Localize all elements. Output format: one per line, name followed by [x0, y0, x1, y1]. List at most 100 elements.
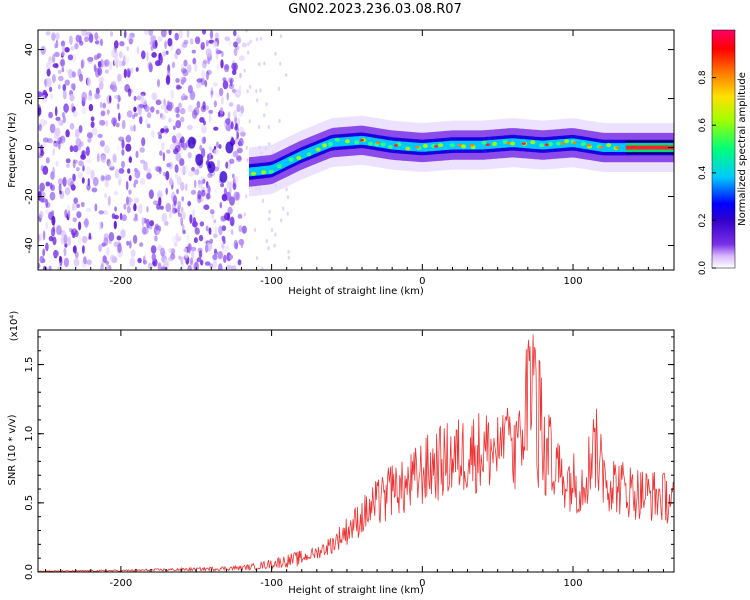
noise-speckle: [74, 128, 80, 139]
noise-speckle: [61, 112, 65, 118]
trace-blob: [251, 171, 256, 176]
noise-speckle: [94, 40, 100, 45]
noise-speckle: [204, 80, 208, 87]
chart-title: GN02.2023.236.03.08.R07: [288, 2, 462, 17]
noise-speckle: [150, 35, 157, 43]
noise-speckle: [165, 170, 170, 181]
noise-speckle: [154, 39, 158, 48]
noise-speckle: [231, 173, 235, 179]
noise-speckle: [233, 239, 238, 250]
noise-speckle: [237, 213, 243, 219]
noise-speckle: [150, 45, 154, 51]
noise-speckle: [118, 112, 121, 122]
noise-speckle: [268, 217, 271, 222]
noise-speckle: [201, 41, 205, 48]
noise-speckle: [213, 82, 218, 87]
noise-speckle: [98, 210, 104, 215]
noise-speckle: [152, 92, 158, 101]
noise-speckle: [212, 259, 218, 269]
noise-speckle: [236, 104, 241, 113]
noise-speckle: [105, 174, 112, 181]
noise-speckle: [75, 34, 81, 43]
noise-speckle: [135, 150, 139, 159]
noise-speckle: [118, 60, 122, 68]
noise-speckle: [155, 60, 161, 67]
noise-speckle: [208, 185, 211, 195]
noise-speckle: [42, 142, 46, 149]
noise-speckle: [90, 121, 95, 128]
noise-speckle: [69, 35, 73, 45]
noise-speckle: [263, 113, 266, 118]
noise-speckle: [107, 195, 111, 206]
noise-speckle: [171, 61, 176, 69]
noise-speckle: [57, 137, 63, 144]
noise-speckle: [201, 179, 205, 185]
noise-speckle: [135, 67, 139, 72]
trace-peak-blob: [415, 145, 420, 149]
trace-peak-blob: [506, 141, 511, 145]
noise-speckle: [125, 180, 129, 191]
noise-speckle: [240, 131, 246, 137]
noise-speckle: [200, 105, 207, 113]
noise-speckle: [234, 242, 239, 250]
noise-speckle: [176, 132, 182, 139]
noise-speckle: [174, 32, 179, 41]
noise-speckle: [177, 176, 182, 186]
noise-speckle: [247, 42, 250, 47]
noise-speckle: [58, 140, 61, 150]
noise-speckle: [263, 61, 266, 66]
noise-speckle: [215, 48, 220, 55]
noise-speckle: [198, 234, 204, 242]
noise-speckle: [193, 107, 200, 116]
bottom-x-tick-label: -200: [110, 578, 133, 589]
noise-speckle: [258, 62, 261, 67]
noise-speckle: [201, 189, 206, 197]
noise-speckle: [245, 30, 248, 33]
noise-speckle: [157, 244, 163, 252]
noise-speckle: [133, 124, 136, 132]
noise-speckle: [109, 31, 114, 37]
noise-speckle: [182, 229, 186, 235]
noise-speckle: [233, 191, 240, 201]
trace-blob: [606, 143, 612, 148]
noise-speckle: [133, 112, 138, 117]
noise-speckle: [206, 192, 211, 200]
noise-speckle: [208, 39, 215, 44]
noise-speckle: [199, 221, 205, 227]
colorbar-label: Normalized spectral amplitude: [737, 72, 748, 226]
noise-speckle: [175, 232, 180, 243]
noise-speckle: [187, 200, 192, 207]
noise-speckle: [200, 124, 207, 134]
noise-speckle: [69, 123, 75, 130]
noise-speckle: [138, 203, 143, 214]
colorbar-tick-label: 0.8: [698, 70, 708, 85]
noise-speckle: [109, 254, 115, 263]
noise-speckle: [214, 226, 218, 235]
noise-speckle: [169, 143, 176, 150]
noise-speckle: [196, 81, 202, 90]
noise-speckle: [83, 220, 89, 226]
noise-speckle: [102, 59, 108, 69]
noise-speckle: [200, 186, 206, 197]
noise-speckle: [45, 222, 48, 230]
noise-speckle: [213, 149, 220, 155]
noise-speckle: [233, 48, 238, 56]
noise-speckle: [287, 255, 290, 260]
noise-speckle: [231, 62, 237, 70]
trace-blob: [530, 140, 536, 145]
noise-speckle: [57, 69, 62, 74]
noise-speckle: [210, 155, 214, 159]
noise-speckle: [72, 159, 76, 169]
noise-speckle: [41, 191, 46, 199]
noise-speckle: [229, 254, 233, 260]
noise-speckle: [114, 169, 119, 179]
noise-speckle: [198, 250, 203, 258]
noise-speckle: [239, 55, 245, 62]
noise-speckle: [156, 166, 162, 173]
noise-speckle: [144, 30, 150, 36]
noise-speckle: [43, 119, 47, 126]
noise-speckle: [207, 57, 211, 65]
noise-speckle: [233, 175, 239, 185]
noise-speckle: [73, 197, 78, 204]
noise-speckle: [174, 107, 178, 114]
